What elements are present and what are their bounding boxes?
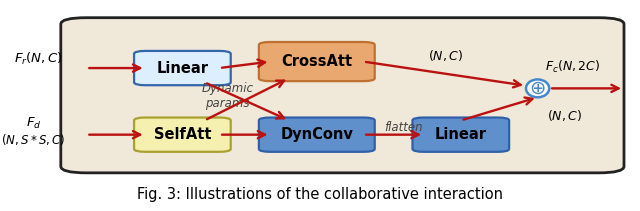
Text: Dynamic
params: Dynamic params — [201, 83, 253, 111]
FancyBboxPatch shape — [412, 118, 509, 152]
FancyBboxPatch shape — [134, 51, 231, 85]
Ellipse shape — [526, 79, 549, 97]
Text: $F_d$: $F_d$ — [26, 116, 41, 131]
Text: Linear: Linear — [156, 61, 209, 76]
FancyBboxPatch shape — [259, 42, 374, 81]
FancyBboxPatch shape — [61, 18, 624, 173]
Text: $(N,S*S,C)$: $(N,S*S,C)$ — [1, 132, 65, 147]
FancyBboxPatch shape — [259, 118, 374, 152]
Text: SelfAtt: SelfAtt — [154, 127, 211, 142]
Text: Fig. 3: Illustrations of the collaborative interaction: Fig. 3: Illustrations of the collaborati… — [137, 187, 503, 203]
Text: $(N,C)$: $(N,C)$ — [547, 108, 582, 123]
Text: $(N,C)$: $(N,C)$ — [428, 48, 463, 63]
Text: Linear: Linear — [435, 127, 487, 142]
Text: flatten: flatten — [384, 121, 422, 134]
Text: DynConv: DynConv — [280, 127, 353, 142]
Text: $F_c(N,2C)$: $F_c(N,2C)$ — [545, 59, 600, 75]
FancyBboxPatch shape — [134, 118, 231, 152]
Text: CrossAtt: CrossAtt — [281, 54, 353, 69]
Text: $\oplus$: $\oplus$ — [529, 79, 546, 98]
Text: $F_r(N,C)$: $F_r(N,C)$ — [14, 51, 63, 67]
